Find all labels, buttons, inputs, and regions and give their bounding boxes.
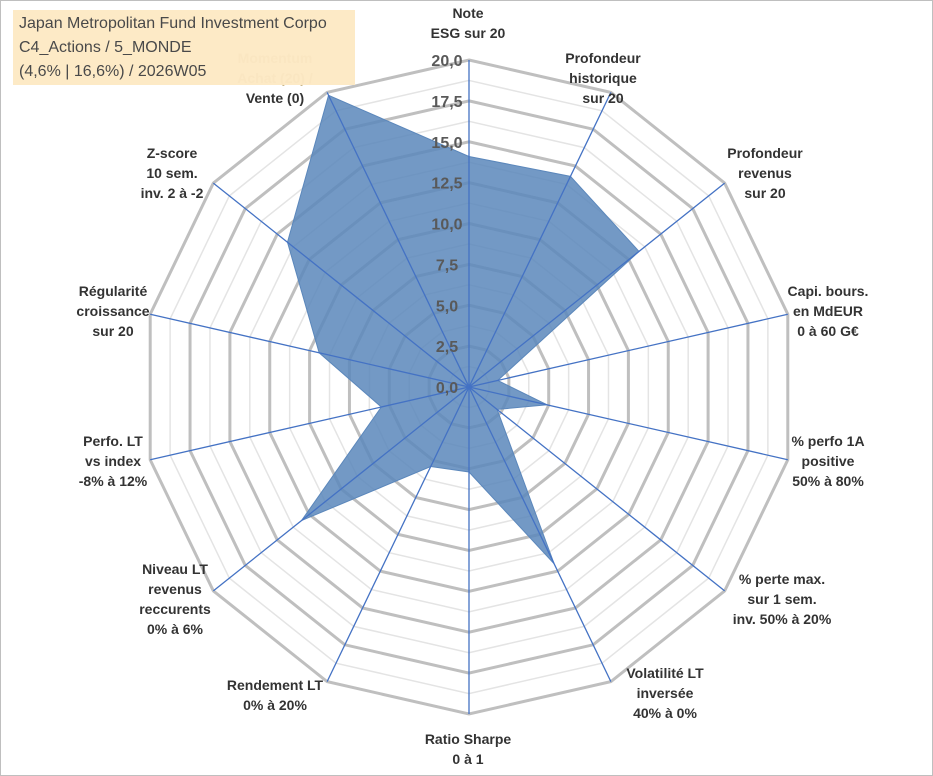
axis-spoke [150,313,470,388]
axis-label-line: Profondeur [565,50,641,66]
axis-label-line: inv. 50% à 20% [733,611,832,627]
axis-label-line: Ratio Sharpe [425,731,512,747]
axis-label-line: sur 20 [92,323,133,339]
axis-label-line: % perte max. [739,571,825,587]
tick-label: 12,5 [431,176,462,193]
axis-spoke [468,182,726,388]
title-box: Japan Metropolitan Fund Investment Corpo… [13,10,355,85]
axis-label: Profondeur revenus sur 20 [727,145,803,201]
axis-label: Rendement LT 0% à 20% [227,677,324,713]
axis-label: Perfo. LT vs index -8% à 12% [79,433,148,489]
axis-label-line: Niveau LT [142,561,208,577]
axis-label-line: croissance [76,303,149,319]
tick-label: 15,0 [431,135,462,152]
axis-label: % perfo 1A positive 50% à 80% [791,433,864,489]
title-stats: (4,6% | 16,6%) / 2026W05 [19,63,207,80]
axis-label-line: inv. 2 à -2 [141,185,204,201]
axis-label-line: % perfo 1A [791,433,864,449]
tick-label: 20,0 [431,53,462,70]
axis-label-line: Perfo. LT [83,433,143,449]
axis-label-line: sur 1 sem. [747,591,816,607]
axis-label-line: -8% à 12% [79,473,148,489]
axis-label: Z-score 10 sem. inv. 2 à -2 [141,145,204,201]
axis-label-line: 0 à 60 G€ [797,323,859,339]
axis-spoke [468,92,612,388]
axis-label-line: 40% à 0% [633,705,697,721]
axis-spoke [326,92,470,388]
axis-label-line: Z-score [147,145,198,161]
axis-label-line: positive [802,453,855,469]
axis-label: Ratio Sharpe 0 à 1 [425,731,512,767]
axis-label-line: vs index [85,453,141,469]
axis-label-line: sur 20 [744,185,785,201]
axis-label-line: Rendement LT [227,677,324,693]
axis-spoke [468,386,788,461]
title-category: C4_Actions / 5_MONDE [19,39,192,56]
axis-label: % perte max. sur 1 sem. inv. 50% à 20% [733,571,832,627]
axis-label-line: 0% à 20% [243,697,307,713]
axis-label-line: historique [569,70,637,86]
axis-label-line: en MdEUR [793,303,863,319]
data-series-area [286,94,640,565]
axis-label: Niveau LT revenus reccurents 0% à 6% [139,561,211,637]
axis-label-line: Note [452,5,483,21]
axis-label: Capi. bours. en MdEUR 0 à 60 G€ [788,283,869,339]
tick-label: 2,5 [436,339,458,356]
axis-spoke [468,313,788,388]
axis-label: Volatilité LT inversée 40% à 0% [626,665,704,721]
axis-label-line: Vente (0) [246,90,304,106]
axis-label-line: sur 20 [582,90,623,106]
tick-label: 17,5 [431,94,462,111]
axis-label-line: 50% à 80% [792,473,864,489]
axis-label-line: revenus [148,581,202,597]
axis-spoke [150,386,470,461]
axis-spoke [212,182,470,388]
tick-label: 7,5 [436,257,458,274]
axis-label-line: ESG sur 20 [431,25,506,41]
tick-label: 10,0 [431,217,462,234]
axis-spoke [212,386,470,592]
axis-label-line: Régularité [79,283,148,299]
axis-label-line: Profondeur [727,145,803,161]
axis-label: Note ESG sur 20 [431,5,506,41]
tick-label: 0,0 [436,380,458,397]
axis-label-line: 0 à 1 [452,751,483,767]
axis-label-line: 0% à 6% [147,621,204,637]
axis-label-line: Capi. bours. [788,283,869,299]
axis-spoke [468,386,726,592]
axis-label-line: 10 sem. [146,165,197,181]
axis-label-line: Volatilité LT [626,665,704,681]
axis-label: Profondeur historique sur 20 [565,50,641,106]
tick-label: 5,0 [436,298,458,315]
axis-label-line: inversée [637,685,694,701]
axis-label-line: reccurents [139,601,211,617]
title-fund-name: Japan Metropolitan Fund Investment Corpo [19,15,327,32]
axis-spoke [326,386,470,682]
axis-label: Régularité croissance sur 20 [76,283,149,339]
axis-label-line: revenus [738,165,792,181]
axis-spoke [468,386,612,682]
